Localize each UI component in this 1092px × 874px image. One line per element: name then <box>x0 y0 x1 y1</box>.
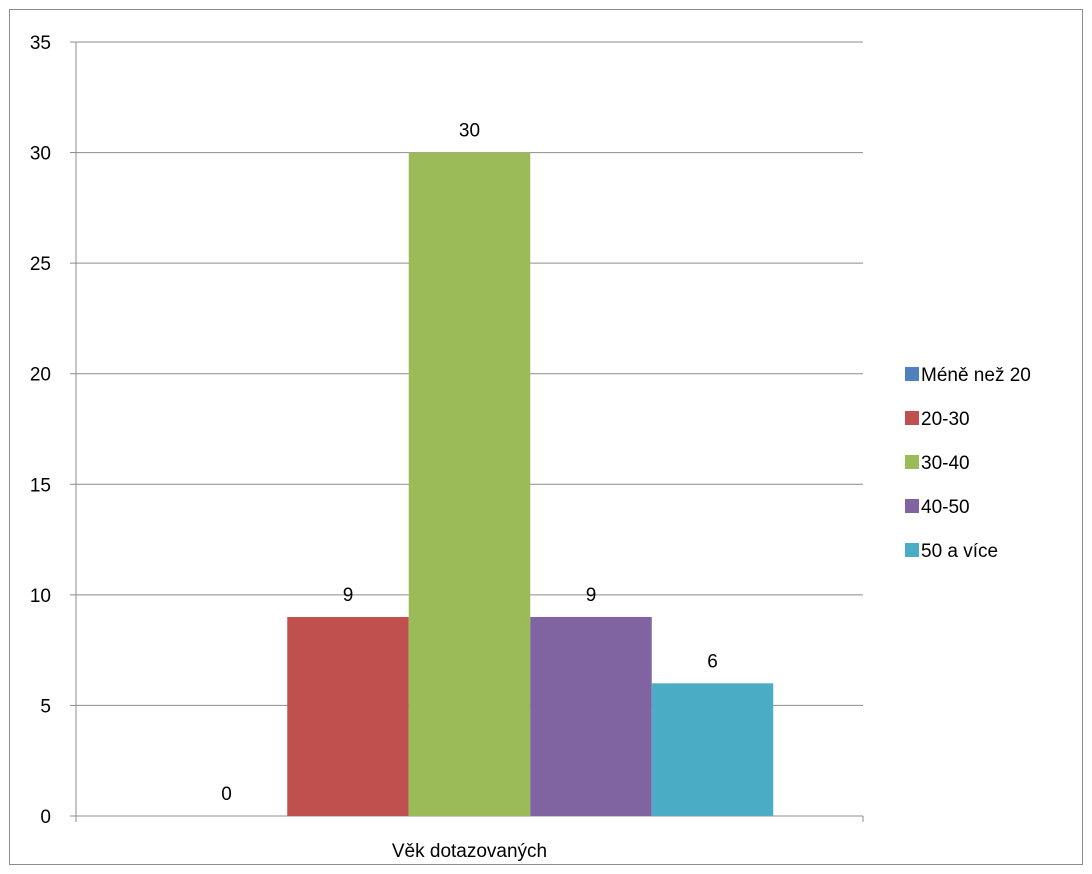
bar <box>287 617 409 816</box>
data-label: 0 <box>221 784 232 805</box>
legend-entry: 20-30 <box>905 409 970 430</box>
y-axis-tick-labels: 0 5 10 15 20 25 30 35 <box>30 33 51 828</box>
legend-entry: 40-50 <box>905 497 970 518</box>
data-label: 9 <box>586 585 597 606</box>
y-tick-label: 10 <box>30 586 51 607</box>
legend-label: Méně než 20 <box>921 365 1031 386</box>
y-tick-label: 5 <box>40 696 51 717</box>
y-tick-label: 35 <box>30 33 51 54</box>
data-label: 30 <box>459 121 480 142</box>
legend-label: 20-30 <box>921 409 970 430</box>
legend-swatch <box>905 499 919 513</box>
legend-label: 50 a více <box>921 541 998 562</box>
bar-chart: 0 5 10 15 20 25 30 35 0 9 30 9 6 Věk dotazovaných M… <box>10 10 1084 866</box>
legend-swatch <box>905 367 919 381</box>
chart-frame: 0 5 10 15 20 25 30 35 0 9 30 9 6 Věk dotazovaných M… <box>9 9 1083 865</box>
legend-swatch <box>905 455 919 469</box>
legend-entry: Méně než 20 <box>905 365 1031 386</box>
data-label: 6 <box>707 651 718 672</box>
x-category-label: Věk dotazovaných <box>392 841 547 862</box>
y-tick-label: 30 <box>30 144 51 165</box>
bar <box>530 617 652 816</box>
bar <box>409 153 531 816</box>
y-tick-label: 15 <box>30 475 51 496</box>
legend-swatch <box>905 543 919 557</box>
legend-entry: 30-40 <box>905 453 970 474</box>
x-axis-category-labels: Věk dotazovaných <box>392 841 547 862</box>
data-label: 9 <box>343 585 354 606</box>
legend-swatch <box>905 411 919 425</box>
bar <box>652 683 774 816</box>
legend-label: 40-50 <box>921 497 970 518</box>
y-tick-label: 20 <box>30 365 51 386</box>
legend-entry: 50 a více <box>905 541 998 562</box>
legend-label: 30-40 <box>921 453 970 474</box>
legend: Méně než 20 20-30 30-40 40-50 50 a více <box>905 365 1031 562</box>
y-tick-label: 0 <box>40 807 51 828</box>
y-tick-label: 25 <box>30 254 51 275</box>
